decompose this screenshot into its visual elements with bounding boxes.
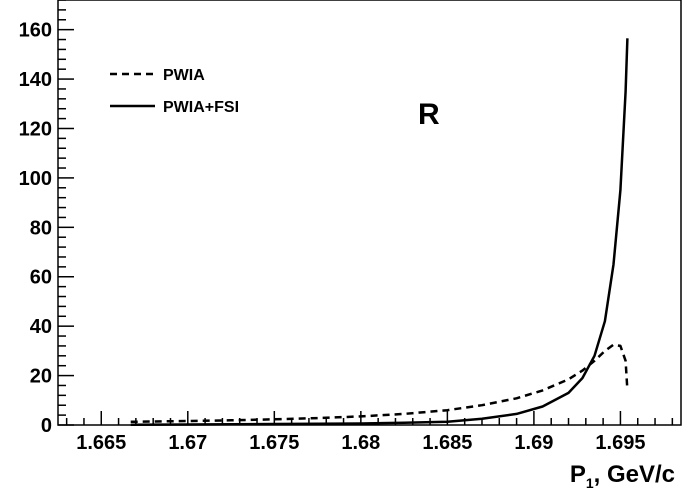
y-tick-label: 140 <box>19 69 52 91</box>
x-tick-label: 1.675 <box>249 432 299 454</box>
legend-label-pwia-fsi: PWIA+FSI <box>163 99 239 116</box>
y-tick-label: 0 <box>41 415 52 437</box>
plot-frame <box>57 0 682 426</box>
x-axis-title: P1, GeV/c <box>570 461 675 491</box>
x-tick-label: 1.68 <box>341 432 380 454</box>
legend: PWIA PWIA+FSI <box>110 67 239 116</box>
series-line-pwia-fsi <box>130 38 629 427</box>
y-tick-label: 80 <box>30 217 52 239</box>
y-tick-label: 160 <box>19 20 52 42</box>
series-line-pwia <box>130 343 629 424</box>
series-layer <box>130 38 629 427</box>
chart-annotation: R <box>418 98 440 131</box>
y-tick-label: 40 <box>30 316 52 338</box>
y-tick-label: 120 <box>19 118 52 140</box>
y-tick-label: 20 <box>30 366 52 388</box>
axis-ticks: 1.665 1.67 1.675 1.68 1.685 1.69 1.695 0 20 40 60 8… <box>19 0 674 454</box>
legend-label-pwia: PWIA <box>163 67 205 84</box>
y-tick-label: 100 <box>19 168 52 190</box>
x-tick-label: 1.685 <box>422 432 472 454</box>
x-tick-label: 1.695 <box>595 432 645 454</box>
x-tick-label: 1.67 <box>168 432 207 454</box>
y-tick-label: 60 <box>30 267 52 289</box>
x-tick-label: 1.69 <box>514 432 553 454</box>
x-tick-label: 1.665 <box>76 432 126 454</box>
